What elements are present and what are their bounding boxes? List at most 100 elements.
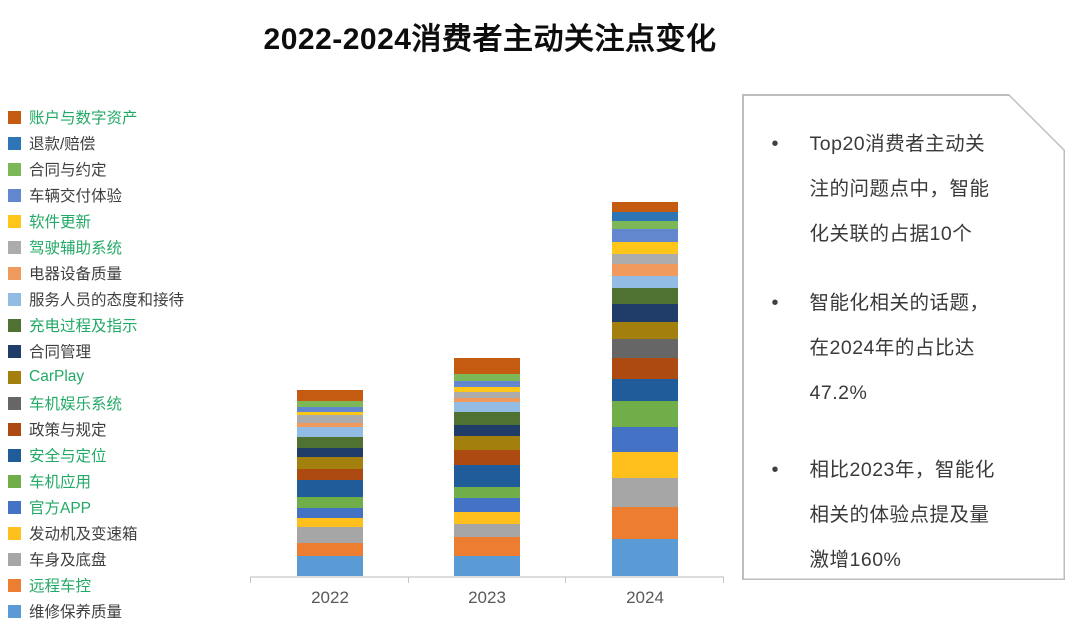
- callout-box: • Top20消费者主动关 注的问题点中，智能 化关联的占据10个 • 智能化相…: [742, 94, 1065, 580]
- callout-text-1: Top20消费者主动关 注的问题点中，智能 化关联的占据10个: [809, 132, 990, 245]
- legend-label: 合同管理: [29, 344, 92, 361]
- bar-segment: [612, 304, 678, 322]
- legend-label: 驾驶辅助系统: [29, 240, 123, 257]
- legend-swatch: [8, 136, 21, 150]
- legend-label: 车机娱乐系统: [29, 396, 123, 413]
- bar-segment: [297, 527, 363, 543]
- legend-swatch: [8, 422, 21, 436]
- bar-segment: [612, 478, 678, 507]
- legend-label: 退款/赔偿: [29, 136, 96, 153]
- bullet-marker: •: [771, 132, 779, 155]
- bar-segment: [612, 202, 678, 212]
- legend-swatch: [8, 266, 21, 280]
- legend-item: 车辆交付体验: [8, 182, 184, 208]
- legend-swatch: [8, 526, 21, 540]
- bar-segment: [612, 288, 678, 304]
- bar-segment: [297, 457, 363, 469]
- bar-segment: [297, 556, 363, 576]
- bar-segment: [612, 221, 678, 229]
- bar-2022: [297, 390, 363, 576]
- legend-item: 充电过程及指示: [8, 312, 184, 338]
- x-axis-label: 2024: [626, 588, 664, 607]
- bar-segment: [297, 437, 363, 448]
- bar-segment: [612, 339, 678, 358]
- legend-item: 合同与约定: [8, 156, 184, 182]
- bar-segment: [454, 524, 520, 537]
- bar-segment: [454, 436, 520, 450]
- bar-segment: [612, 276, 678, 288]
- bar-segment: [297, 415, 363, 423]
- legend-label: 发动机及变速箱: [29, 526, 138, 543]
- bar-segment: [454, 487, 520, 498]
- legend-label: 账户与数字资产: [29, 110, 138, 127]
- legend-swatch: [8, 500, 21, 514]
- bar-segment: [612, 452, 678, 478]
- bar-segment: [297, 480, 363, 497]
- legend-swatch: [8, 448, 21, 462]
- legend-label: 合同与约定: [29, 162, 107, 179]
- bar-segment: [297, 469, 363, 480]
- legend-item: 官方APP: [8, 494, 184, 520]
- bar-segment: [612, 539, 678, 576]
- callout-text-2: 智能化相关的话题， 在2024年的占比达 47.2%: [809, 291, 990, 404]
- bar-segment: [297, 518, 363, 527]
- legend-item: 安全与定位: [8, 442, 184, 468]
- bar-segment: [612, 507, 678, 539]
- legend-swatch: [8, 370, 21, 384]
- x-axis-label: 2022: [311, 588, 349, 607]
- bar-2023: [454, 358, 520, 576]
- callout-text-3: 相比2023年，智能化 相关的体验点提及量 激增160%: [809, 458, 995, 571]
- x-axis-line: [250, 576, 724, 578]
- legend-label: 服务人员的态度和接待: [29, 292, 185, 309]
- legend-swatch: [8, 396, 21, 410]
- legend-label: 车身及底盘: [29, 552, 107, 569]
- legend-label: 电器设备质量: [29, 266, 123, 283]
- bar-segment: [454, 358, 520, 374]
- legend-swatch: [8, 162, 21, 176]
- legend-label: 车机应用: [29, 474, 92, 491]
- legend-swatch: [8, 552, 21, 566]
- legend-swatch: [8, 604, 21, 618]
- legend-item: 账户与数字资产: [8, 104, 184, 130]
- bar-segment: [297, 427, 363, 437]
- bar-segment: [454, 512, 520, 524]
- bar-segment: [297, 508, 363, 518]
- bar-segment: [297, 497, 363, 508]
- legend-item: 软件更新: [8, 208, 184, 234]
- bar-segment: [454, 412, 520, 425]
- bar-segment: [454, 374, 520, 381]
- bar-2024: [612, 202, 678, 576]
- axis-tick: [408, 577, 409, 583]
- bar-segment: [612, 427, 678, 452]
- bar-segment: [612, 229, 678, 242]
- bar-segment: [612, 401, 678, 427]
- legend-item: 退款/赔偿: [8, 130, 184, 156]
- axis-tick: [565, 577, 566, 583]
- legend-swatch: [8, 578, 21, 592]
- bar-segment: [297, 401, 363, 407]
- legend-label: 官方APP: [29, 500, 92, 517]
- legend-item: 服务人员的态度和接待: [8, 286, 184, 312]
- axis-tick: [250, 577, 251, 583]
- bar-segment: [454, 537, 520, 556]
- bar-segment: [612, 212, 678, 221]
- legend-swatch: [8, 292, 21, 306]
- legend-item: 车身及底盘: [8, 546, 184, 572]
- legend-item: 电器设备质量: [8, 260, 184, 286]
- bar-segment: [454, 381, 520, 387]
- bullet-marker: •: [771, 291, 779, 314]
- chart-title: 2022-2024消费者主动关注点变化: [263, 23, 717, 56]
- callout-bullet-1: • Top20消费者主动关 注的问题点中，智能 化关联的占据10个: [772, 122, 1050, 257]
- legend-swatch: [8, 110, 21, 124]
- callout-bullet-2: • 智能化相关的话题， 在2024年的占比达 47.2%: [772, 281, 1050, 416]
- bar-segment: [297, 390, 363, 401]
- legend-item: 发动机及变速箱: [8, 520, 184, 546]
- legend-swatch: [8, 240, 21, 254]
- bar-segment: [454, 425, 520, 436]
- legend-item: 驾驶辅助系统: [8, 234, 184, 260]
- bar-segment: [454, 556, 520, 576]
- legend-label: 安全与定位: [29, 448, 107, 465]
- legend-label: CarPlay: [29, 368, 85, 385]
- bar-segment: [612, 242, 678, 254]
